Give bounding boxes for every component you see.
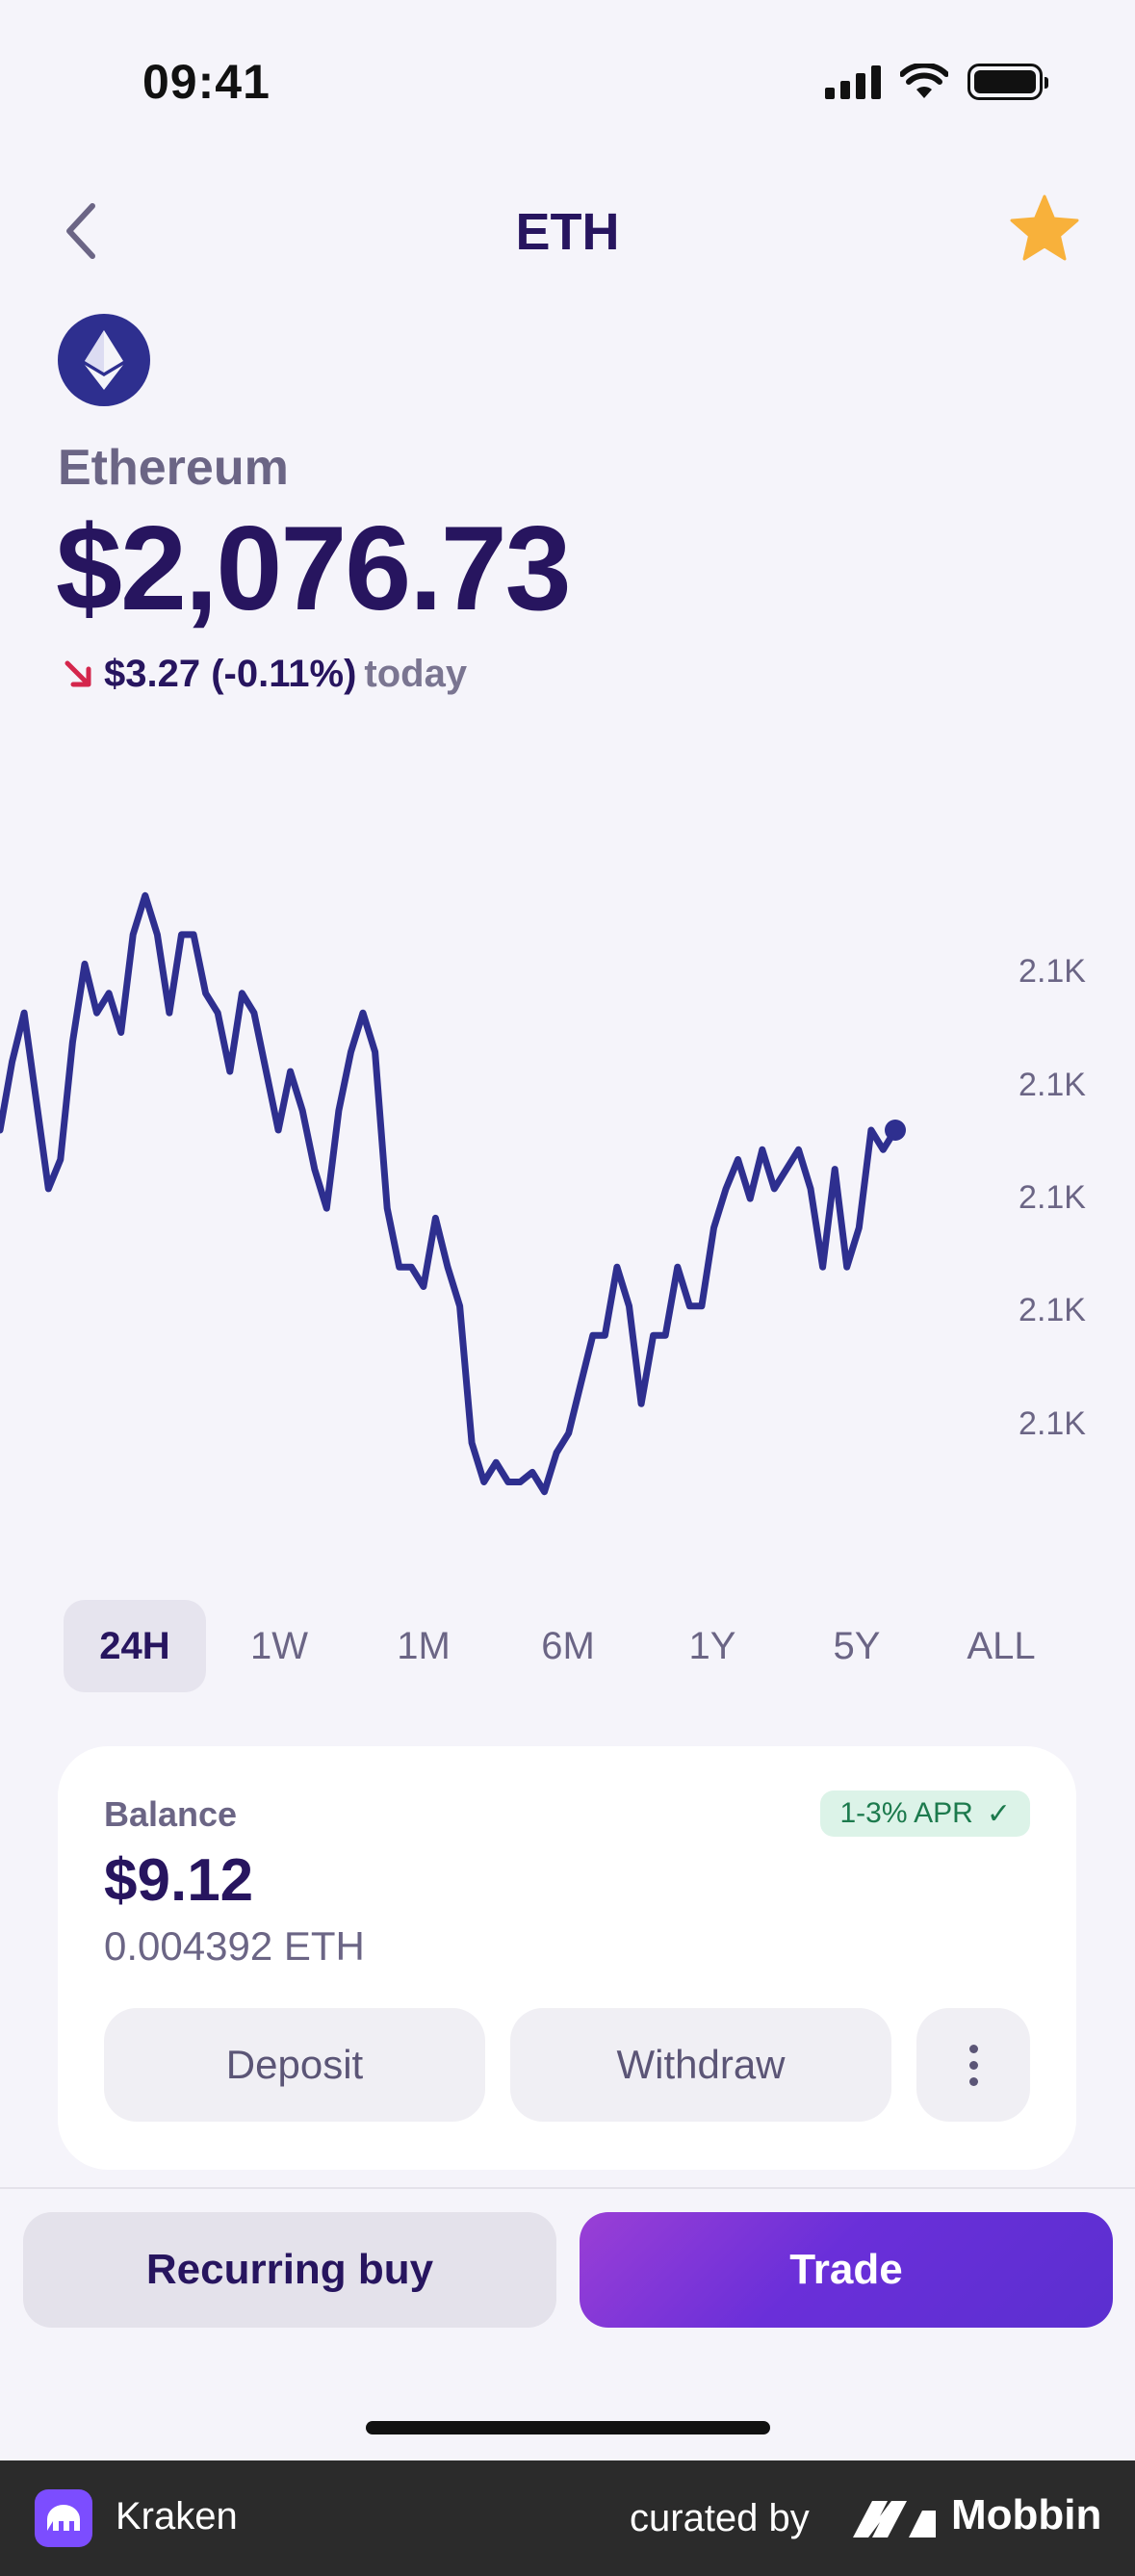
price-change-value: $3.27 (-0.11%) [104, 653, 357, 695]
apr-text: 1-3% APR [839, 1797, 973, 1829]
range-tab-1m[interactable]: 1M [397, 1624, 451, 1667]
page-title: ETH [515, 203, 620, 261]
ethereum-logo-icon [58, 314, 150, 406]
footer-curated-by: curated by [630, 2497, 810, 2539]
mobbin-logo-icon [853, 2501, 936, 2537]
recurring-buy-button[interactable]: Recurring buy [23, 2212, 556, 2328]
balance-eth: 0.004392 ETH [104, 1923, 365, 1969]
y-tick-label: 2.1K [1019, 1067, 1086, 1103]
footer-bar: Kraken curated by Mobbin [0, 2460, 1135, 2576]
footer-app-name: Kraken [116, 2495, 238, 2537]
range-tab-1y[interactable]: 1Y [688, 1624, 736, 1667]
battery-icon [967, 64, 1048, 100]
apr-badge[interactable]: 1-3% APR ✓ [820, 1790, 1030, 1837]
deposit-button[interactable]: Deposit [104, 2008, 485, 2122]
price-change-period: today [364, 653, 468, 695]
range-tab-all[interactable]: ALL [967, 1624, 1036, 1667]
home-indicator [366, 2421, 770, 2434]
price-current-point [885, 1120, 906, 1141]
price-chart[interactable]: 2.1K 2.1K 2.1K 2.1K 2.1K [0, 847, 1135, 1540]
y-tick-label: 2.1K [1019, 1292, 1086, 1328]
trade-button[interactable]: Trade [580, 2212, 1113, 2328]
price-change: $3.27 (-0.11%) today [62, 653, 467, 696]
back-chevron-icon[interactable] [56, 196, 110, 266]
range-tab-24h[interactable]: 24H [64, 1600, 206, 1692]
balance-card: Balance 1-3% APR ✓ $9.12 0.004392 ETH De… [58, 1746, 1076, 2170]
divider [0, 2187, 1135, 2189]
kraken-logo-icon [35, 2489, 92, 2547]
coin-price: $2,076.73 [56, 502, 572, 635]
more-options-icon[interactable] [916, 2008, 1030, 2122]
balance-label: Balance [104, 1794, 238, 1834]
range-tab-6m[interactable]: 6M [541, 1624, 595, 1667]
footer-brand: Mobbin [951, 2491, 1102, 2538]
check-icon: ✓ [986, 1797, 1011, 1830]
balance-usd: $9.12 [104, 1847, 254, 1914]
range-tab-1w[interactable]: 1W [250, 1624, 308, 1667]
price-line [0, 891, 899, 1496]
arrow-down-right-icon [64, 660, 91, 686]
y-tick-label: 2.1K [1019, 953, 1086, 990]
y-tick-label: 2.1K [1019, 1179, 1086, 1216]
wifi-icon [900, 64, 948, 98]
y-tick-label: 2.1K [1019, 1405, 1086, 1442]
range-tab-5y[interactable]: 5Y [833, 1624, 881, 1667]
status-time: 09:41 [142, 55, 271, 109]
time-range-tabs: 24H 1W 1M 6M 1Y 5Y ALL [64, 1600, 1072, 1692]
withdraw-button[interactable]: Withdraw [510, 2008, 891, 2122]
status-icons [825, 64, 1048, 100]
coin-name: Ethereum [58, 440, 289, 496]
favorite-star-icon[interactable] [1008, 193, 1081, 266]
cellular-signal-icon [825, 64, 881, 99]
